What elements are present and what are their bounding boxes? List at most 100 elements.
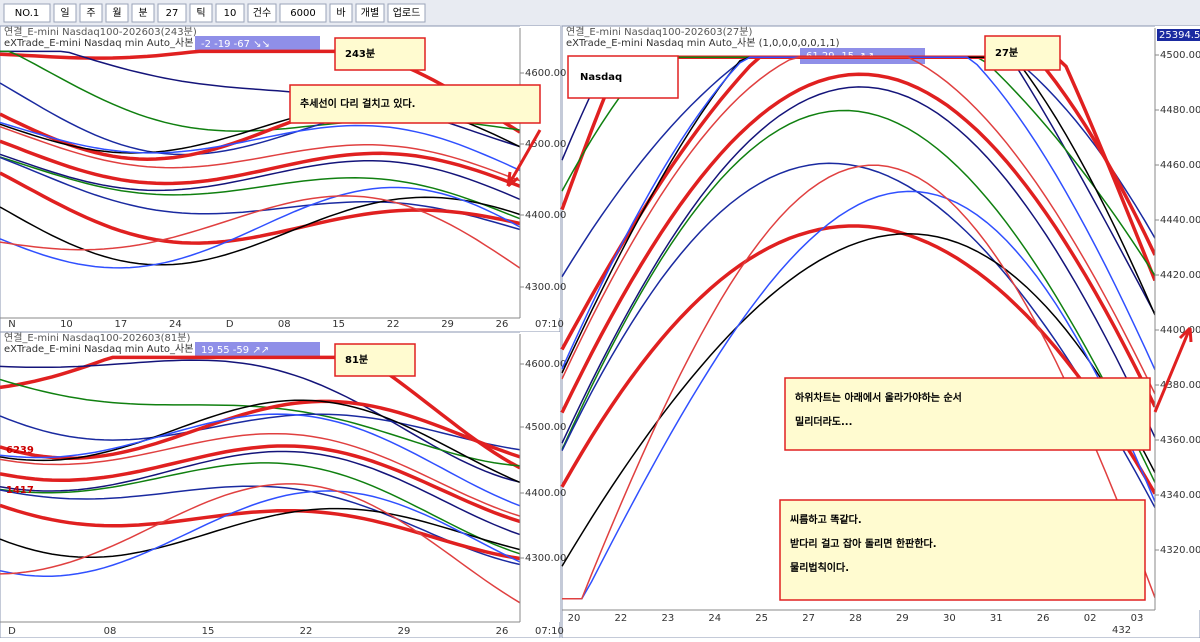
arrow [506,129,542,188]
x-tick-label: 22 [615,613,628,624]
toolbar-label: 건수 [253,7,271,19]
x-tick-label: 17 [115,319,128,330]
y-tick-label: 4440.00 [1160,215,1200,226]
indicator-curve [0,444,521,524]
badge-bg [195,342,320,358]
toolbar-label: 일 [60,7,69,19]
indicator-curve [0,195,521,269]
x-tick-label: 26 [496,319,509,330]
indicator-curve [0,399,521,484]
toolbar-label: 분 [138,7,147,19]
y-tick-label: 4400.00 [1160,325,1200,336]
badge: -2 -19 -67 ↘↘ [201,39,270,50]
indicator-curve [561,109,1156,483]
annotation: 추세선이 다리 걸치고 있다. [300,97,415,110]
bar-count: 432 [1112,625,1131,636]
indicator-curve [0,121,521,172]
y-tick-label: 4500.00 [525,422,566,433]
annotation-bg [784,377,1151,451]
x-tick-label: 29 [441,319,454,330]
x-tick-label: 20 [568,613,581,624]
y-tick-label: 4360.00 [1160,435,1200,446]
y-tick-label: 4500.00 [525,139,566,150]
toolbar-button[interactable] [157,3,187,23]
toolbar-button[interactable] [355,3,385,23]
x-tick-label: 02 [1084,613,1097,624]
indicator-curve [0,490,521,577]
indicator-curve [561,233,1156,567]
indicator-label: eXTrade_E-mini Nasdaq min Auto_사본 (1,0,0… [566,37,840,49]
indicator-curve [0,125,521,182]
x-tick-label: 15 [332,319,345,330]
x-tick-label: 03 [1131,613,1144,624]
toolbar-button[interactable] [3,3,51,23]
toolbar-button[interactable] [387,3,426,23]
toolbar-button[interactable] [329,3,353,23]
y-tick-label: 4460.00 [1160,160,1200,171]
timeframe-label-bg [984,35,1061,71]
indicator-curve [562,164,1156,600]
y-tick-label: 4400.00 [525,488,566,499]
indicator-curve [0,507,521,559]
indicator-curve [0,462,521,555]
x-tick-label: 28 [849,613,862,624]
toolbar-label: 월 [112,7,121,19]
indicator-curve [0,432,521,517]
toolbar-button[interactable] [105,3,129,23]
toolbar-button[interactable] [131,3,155,23]
toolbar-button[interactable] [247,3,277,23]
toolbar-label: 업로드 [393,6,421,19]
indicator-curve [0,139,521,188]
toolbar-button[interactable] [189,3,213,23]
toolbar-label: 6000 [290,8,315,19]
indicator-curve [0,503,521,561]
indicator-curve [561,86,1156,444]
indicator-curve [0,483,521,604]
panel-title: 연결_E-mini Nasdaq100-202603(243분) [4,26,197,38]
indicator-curve [560,224,1157,495]
x-tick-label: 10 [60,319,73,330]
annotation: 받다리 걸고 잡아 돌리면 한판한다. [790,537,937,550]
toolbar-label: 주 [86,8,95,19]
name-bg [567,55,679,99]
toolbar-button[interactable] [79,3,103,23]
panel-title: 연결_E-mini Nasdaq100-202603(27분) [566,26,752,38]
y-tick-label: 4500.00 [1160,50,1200,61]
y-tick-label: 4600.00 [525,359,566,370]
timeframe-label: 243분 [345,48,375,60]
x-tick-label: D [8,626,16,637]
indicator-curve [0,359,521,483]
indicator-curve [0,413,521,507]
badge-bg [195,36,320,52]
toolbar-label: 27 [166,8,179,19]
indicator-curve [562,190,1156,600]
timeframe-label: 27분 [995,47,1018,59]
toolbar-label: 틱 [196,7,205,19]
indicator-curve [0,413,521,451]
y-tick-label: 4400.00 [525,210,566,221]
x-tick-label: 29 [896,613,909,624]
indicator-curve [0,156,521,220]
annotation: 씨름하고 똑같다. [790,513,862,526]
annotation-bg [289,84,541,124]
panel-title: 연결_E-mini Nasdaq100-202603(81분) [4,332,190,344]
arrow [1153,326,1193,413]
toolbar-label: 바 [336,7,345,19]
x-tick-label: 26 [496,626,509,637]
y-tick-label: 4320.00 [1160,545,1200,556]
toolbar-button[interactable] [215,3,245,23]
toolbar-label: 10 [224,8,237,19]
timeframe-label-bg [334,37,426,71]
toolbar-button[interactable] [53,3,77,23]
x-tick-label: 24 [708,613,721,624]
panel-frame [0,331,561,639]
toolbar-button[interactable] [279,3,327,23]
annotation: 하위차트는 아래에서 올라가야하는 순서 [795,391,962,404]
x-tick-label: 31 [990,613,1003,624]
axis-bg [520,26,560,318]
x-tick-label: 24 [169,319,182,330]
x-tick-label: 29 [398,626,411,637]
chart-name: Nasdaq [580,72,622,83]
